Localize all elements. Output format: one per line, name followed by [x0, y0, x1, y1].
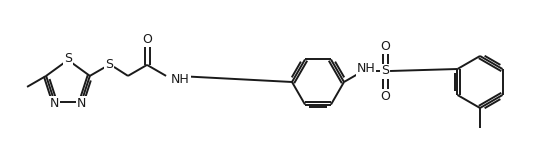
Text: S: S [381, 64, 389, 77]
Text: O: O [380, 89, 390, 103]
Text: S: S [105, 58, 113, 71]
Text: NH: NH [357, 63, 375, 76]
Text: NH: NH [171, 73, 190, 86]
Text: N: N [77, 97, 86, 110]
Text: O: O [142, 33, 152, 46]
Text: S: S [64, 52, 72, 65]
Text: O: O [380, 40, 390, 52]
Text: N: N [50, 97, 59, 110]
